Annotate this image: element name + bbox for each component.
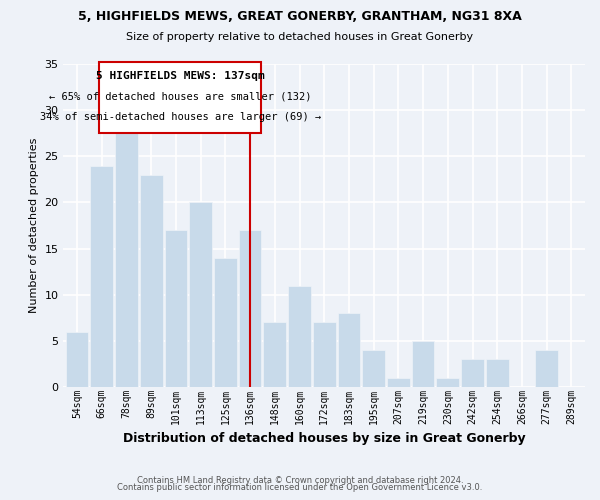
Bar bbox=[313, 322, 335, 387]
Text: 34% of semi-detached houses are larger (69) →: 34% of semi-detached houses are larger (… bbox=[40, 112, 321, 122]
Bar bbox=[535, 350, 558, 387]
Bar bbox=[115, 128, 138, 387]
Text: Size of property relative to detached houses in Great Gonerby: Size of property relative to detached ho… bbox=[127, 32, 473, 42]
Bar bbox=[338, 313, 361, 387]
Bar bbox=[91, 166, 113, 387]
Text: Contains public sector information licensed under the Open Government Licence v3: Contains public sector information licen… bbox=[118, 484, 482, 492]
Text: ← 65% of detached houses are smaller (132): ← 65% of detached houses are smaller (13… bbox=[49, 92, 311, 102]
Bar bbox=[66, 332, 88, 387]
Bar bbox=[461, 360, 484, 387]
Text: Contains HM Land Registry data © Crown copyright and database right 2024.: Contains HM Land Registry data © Crown c… bbox=[137, 476, 463, 485]
Text: 5, HIGHFIELDS MEWS, GREAT GONERBY, GRANTHAM, NG31 8XA: 5, HIGHFIELDS MEWS, GREAT GONERBY, GRANT… bbox=[78, 10, 522, 23]
Bar bbox=[263, 322, 286, 387]
Bar bbox=[362, 350, 385, 387]
Bar bbox=[486, 360, 509, 387]
Text: 5 HIGHFIELDS MEWS: 137sqm: 5 HIGHFIELDS MEWS: 137sqm bbox=[96, 72, 265, 82]
FancyBboxPatch shape bbox=[100, 62, 261, 133]
Bar bbox=[164, 230, 187, 387]
X-axis label: Distribution of detached houses by size in Great Gonerby: Distribution of detached houses by size … bbox=[123, 432, 526, 445]
Bar bbox=[214, 258, 237, 387]
Bar bbox=[140, 175, 163, 387]
Bar bbox=[239, 230, 262, 387]
Bar bbox=[412, 341, 434, 387]
Bar bbox=[436, 378, 459, 387]
Y-axis label: Number of detached properties: Number of detached properties bbox=[29, 138, 39, 313]
Bar bbox=[387, 378, 410, 387]
Bar bbox=[288, 286, 311, 387]
Bar bbox=[189, 202, 212, 387]
